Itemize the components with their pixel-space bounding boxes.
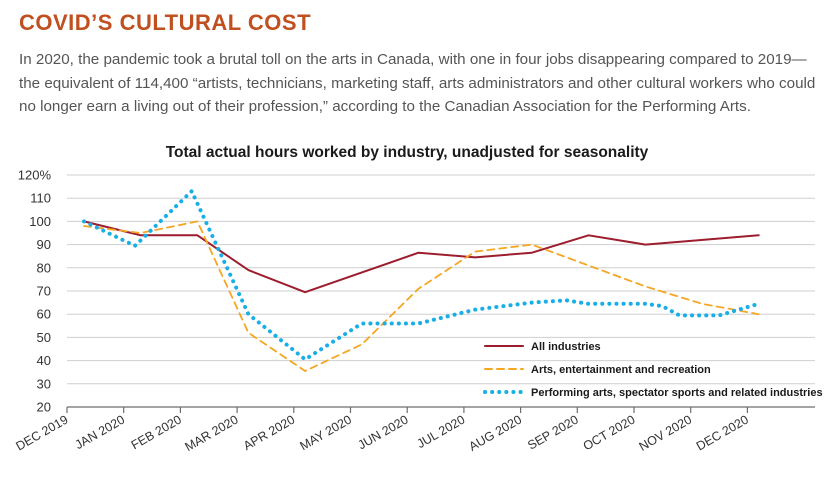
legend-label: Performing arts, spectator sports and re… [531, 387, 823, 399]
y-tick-label: 70 [37, 284, 51, 299]
y-tick-label: 30 [37, 376, 51, 391]
x-tick-label: MAY 2020 [297, 412, 354, 453]
x-tick-label: JUL 2020 [414, 412, 467, 451]
series-lines [82, 189, 761, 372]
y-tick-label: 100 [29, 214, 51, 229]
series-line [83, 220, 760, 372]
y-tick-label: 80 [37, 260, 51, 275]
y-tick-label: 110 [30, 191, 51, 206]
x-tick-label: JAN 2020 [73, 412, 128, 452]
legend-label: All industries [531, 341, 601, 353]
x-tick-label: OCT 2020 [581, 412, 638, 453]
x-tick-label: DEC 2019 [14, 412, 71, 453]
series-line [83, 220, 760, 294]
x-tick-label: SEP 2020 [525, 412, 581, 452]
x-tick-label: NOV 2020 [637, 412, 695, 453]
x-tick-label: MAR 2020 [182, 412, 240, 454]
legend: All industries Arts, entertainment and re… [483, 341, 823, 399]
y-tick-label: 40 [37, 353, 51, 368]
page-title: COVID’S CULTURAL COST [19, 10, 312, 35]
y-tick-label: 20 [37, 400, 51, 415]
x-tick-label: JUN 2020 [356, 412, 411, 452]
x-tick-label: APR 2020 [241, 412, 297, 453]
x-axis [66, 406, 815, 413]
intro-paragraph: In 2020, the pandemic took a brutal toll… [19, 51, 816, 115]
y-tick-label: 50 [37, 330, 51, 345]
legend-label: Arts, entertainment and recreation [531, 364, 711, 376]
x-tick-label: FEB 2020 [129, 412, 184, 452]
chart-title: Total actual hours worked by industry, u… [166, 144, 649, 161]
y-tick-label: 60 [37, 307, 51, 322]
series-line [82, 189, 761, 362]
x-tick-label: AUG 2020 [467, 412, 525, 453]
gridlines [67, 174, 815, 385]
y-tick-label: 120% [18, 168, 52, 183]
y-axis-labels: 120% 110 100 90 80 70 60 50 40 30 20 [18, 168, 52, 415]
x-tick-label: DEC 2020 [694, 412, 751, 453]
y-tick-label: 90 [37, 237, 51, 252]
